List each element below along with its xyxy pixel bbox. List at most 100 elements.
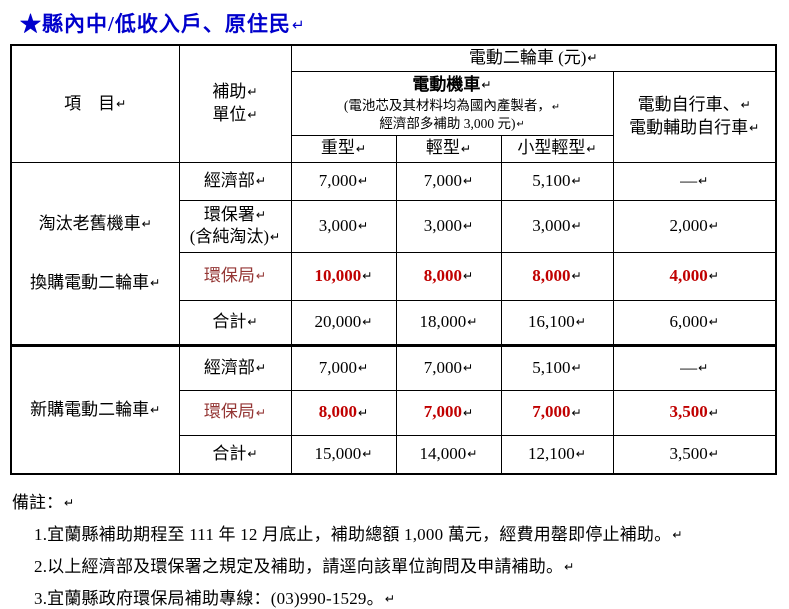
header-unit: 補助↵ 單位↵ — [178, 44, 292, 163]
header-col-heavy: 重型↵ — [290, 134, 397, 163]
paragraph-mark: ↵ — [247, 447, 258, 462]
paragraph-mark: ↵ — [150, 403, 161, 418]
value-cell: 5,100↵ — [500, 343, 614, 391]
paragraph-mark: ↵ — [481, 78, 492, 93]
paragraph-mark: ↵ — [462, 219, 474, 233]
subsidy-value: 12,100 — [527, 444, 575, 464]
paragraph-mark: ↵ — [708, 219, 720, 233]
paragraph-mark: ↵ — [740, 98, 751, 113]
unit-cell: 環保局↵ — [178, 389, 292, 436]
paragraph-mark: ↵ — [708, 405, 720, 420]
subsidy-value: 2,000 — [669, 215, 708, 235]
paragraph-mark: ↵ — [571, 361, 582, 375]
unit-label: 合計 — [212, 444, 247, 464]
paragraph-mark: ↵ — [116, 96, 127, 111]
paragraph-mark: ↵ — [708, 315, 720, 329]
header-col-light: 輕型↵ — [395, 134, 502, 163]
subsidy-value: 7,000 — [318, 170, 357, 190]
page-title: ★縣內中/低收入戶、原住民↵ — [20, 8, 781, 38]
paragraph-mark: ↵ — [141, 216, 152, 231]
paragraph-mark: ↵ — [462, 405, 474, 420]
value-cell: —↵ — [612, 161, 777, 201]
notes-heading: 備註：↵ — [12, 493, 75, 513]
paragraph-mark: ↵ — [270, 230, 281, 245]
value-cell: —↵ — [612, 343, 777, 391]
paragraph-mark: ↵ — [698, 361, 709, 375]
subsidy-value: 6,000 — [669, 311, 708, 331]
subsidy-value: 18,000 — [419, 311, 467, 331]
paragraph-mark: ↵ — [551, 101, 561, 113]
paragraph-mark: ↵ — [247, 108, 258, 122]
subsidy-value: 7,000 — [423, 170, 462, 190]
table-row: 環保署↵ (含純淘汰)↵ 3,000↵ 3,000↵ 3,000↵ 2,000↵ — [11, 199, 777, 253]
subsidy-value: 5,100 — [532, 357, 571, 377]
subsidy-value: 10,000 — [314, 265, 362, 285]
paragraph-mark: ↵ — [247, 85, 258, 100]
paragraph-mark: ↵ — [586, 141, 597, 156]
subsidy-value: 7,000 — [532, 402, 571, 422]
paragraph-mark: ↵ — [255, 207, 267, 222]
value-cell: 3,000↵ — [500, 199, 614, 253]
paragraph-mark: ↵ — [357, 361, 369, 375]
subsidy-value: 16,100 — [527, 311, 575, 331]
paragraph-mark: ↵ — [247, 315, 258, 329]
subsidy-value: — — [680, 357, 698, 377]
item-cell: 新購電動二輪車↵ — [10, 343, 180, 475]
note-item: 3.宜蘭縣政府環保局補助專線：(03)990-1529。↵ — [34, 589, 396, 609]
paragraph-mark: ↵ — [462, 361, 474, 375]
paragraph-mark: ↵ — [64, 496, 75, 511]
page-title-text: ★縣內中/低收入戶、原住民 — [20, 12, 291, 36]
unit-cell: 環保局↵ — [178, 251, 292, 301]
paragraph-mark: ↵ — [571, 405, 582, 420]
subsidy-value: 15,000 — [314, 444, 362, 464]
subsidy-value: 20,000 — [314, 311, 362, 331]
subsidy-value: 5,100 — [532, 170, 571, 190]
unit-cell: 經濟部↵ — [178, 161, 292, 201]
value-cell: 7,000↵ — [290, 161, 397, 201]
header-row-3: 重型↵ 輕型↵ 小型輕型↵ — [11, 134, 776, 163]
paragraph-mark: ↵ — [460, 141, 472, 156]
paragraph-mark: ↵ — [384, 592, 396, 607]
value-cell: 3,000↵ — [290, 199, 397, 253]
value-cell: 18,000↵ — [395, 299, 502, 346]
paragraph-mark: ↵ — [462, 269, 474, 283]
paragraph-mark: ↵ — [255, 174, 267, 188]
value-cell: 16,100↵ — [500, 299, 614, 346]
unit-label: 經濟部 — [203, 170, 255, 190]
paragraph-mark: ↵ — [291, 15, 306, 34]
paragraph-mark: ↵ — [564, 560, 575, 575]
table-row: 淘汰老舊機車↵ 換購電動二輪車↵ 經濟部↵ 7,000↵ 7,000↵ 5,100↵ —↵ — [10, 161, 777, 346]
paragraph-mark: ↵ — [516, 119, 525, 131]
paragraph-mark: ↵ — [571, 269, 582, 283]
paragraph-mark: ↵ — [362, 447, 373, 462]
value-cell: 6,000↵ — [612, 299, 777, 346]
subsidy-value: 8,000 — [532, 265, 571, 285]
table-row: 環保局↵ 8,000↵ 7,000↵ 7,000↵ 3,500↵ — [11, 389, 777, 436]
table-row: 新購電動二輪車↵ 經濟部↵ 7,000↵ 7,000↵ 5,100↵ —↵ — [10, 343, 777, 475]
value-cell: 7,000↵ — [500, 389, 614, 436]
subsidy-value: 3,500 — [669, 402, 708, 422]
value-cell: 4,000↵ — [612, 251, 777, 301]
unit-label: 環保署 — [203, 204, 255, 224]
subsidy-value: 4,000 — [669, 265, 708, 285]
value-cell: 20,000↵ — [290, 299, 397, 346]
subsidy-value: 3,000 — [318, 215, 357, 235]
paragraph-mark: ↵ — [255, 269, 267, 283]
paragraph-mark: ↵ — [355, 141, 367, 156]
subsidy-value: 3,000 — [423, 215, 462, 235]
notes: 備註：↵ 1.宜蘭縣補助期程至 111 年 12 月底止，補助總額 1,000 … — [12, 488, 781, 609]
value-cell: 7,000↵ — [395, 343, 502, 391]
subsidy-value: 7,000 — [423, 402, 462, 422]
paragraph-mark: ↵ — [575, 447, 586, 462]
paragraph-mark: ↵ — [698, 174, 709, 188]
header-col-small-light: 小型輕型↵ — [500, 134, 614, 163]
paragraph-mark: ↵ — [357, 174, 369, 188]
item-label: 新購電動二輪車 — [30, 400, 150, 420]
note-item: 2.以上經濟部及環保署之規定及補助，請逕向該單位詢問及申請補助。↵ — [34, 557, 575, 577]
subsidy-value: — — [680, 170, 698, 190]
note-item: 1.宜蘭縣補助期程至 111 年 12 月底止，補助總額 1,000 萬元，經費… — [34, 525, 683, 545]
subsidy-value: 7,000 — [318, 357, 357, 377]
header-item: 項 目↵ — [10, 44, 180, 163]
paragraph-mark: ↵ — [357, 219, 369, 233]
